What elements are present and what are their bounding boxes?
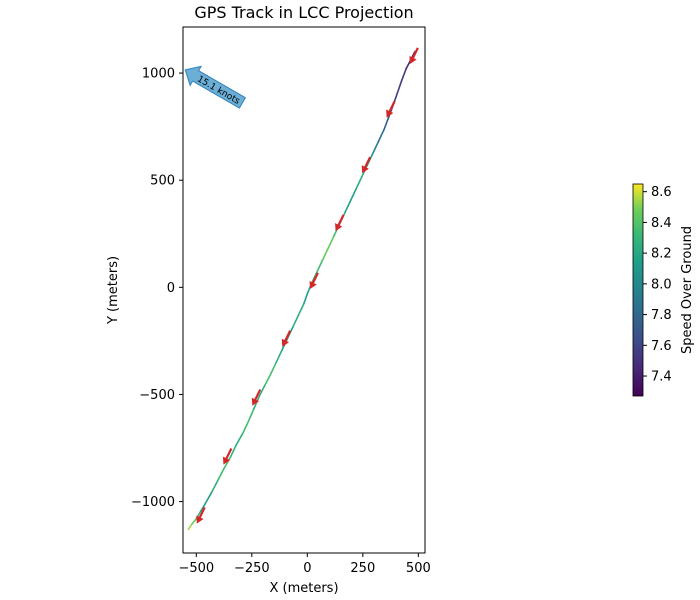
colorbar-label: Speed Over Ground xyxy=(680,226,695,354)
direction-arrow xyxy=(281,330,292,347)
track-segment xyxy=(247,407,255,423)
track-segment xyxy=(204,491,213,505)
track-segment xyxy=(383,117,390,131)
x-axis-label: X (meters) xyxy=(269,581,338,596)
y-tick-label: 500 xyxy=(150,174,175,189)
direction-arrow xyxy=(196,506,206,524)
track-segment xyxy=(187,523,193,531)
y-tick-label: −500 xyxy=(139,388,175,403)
track-segment xyxy=(229,444,238,458)
track-segment xyxy=(303,292,309,305)
colorbar-tick-label: 7.4 xyxy=(651,370,672,385)
arrow-layer xyxy=(196,47,419,524)
track-segment xyxy=(269,361,278,375)
wind-speed-label: 15.1 knots xyxy=(195,74,241,107)
colorbar-tick-label: 8.0 xyxy=(651,277,672,292)
y-tick-label: 1000 xyxy=(142,67,175,82)
track-segment xyxy=(349,187,357,202)
track-segment xyxy=(242,420,250,434)
y-tick-label: −1000 xyxy=(131,495,175,510)
colorbar-ticks: 7.4 7.6 7.8 8.0 8.2 8.4 8.6 xyxy=(643,185,672,385)
direction-arrow xyxy=(361,156,372,174)
track-segment xyxy=(372,140,380,155)
track-segment xyxy=(275,349,283,364)
track-segment xyxy=(264,373,272,386)
track-segment xyxy=(400,67,407,82)
colorbar xyxy=(632,183,644,397)
direction-arrow xyxy=(409,47,419,65)
track-segment xyxy=(327,235,335,249)
direction-arrow xyxy=(386,100,396,118)
wind-annotation: 15.1 knots xyxy=(184,65,247,109)
x-tick-label: −500 xyxy=(178,561,214,576)
track-segment xyxy=(292,314,300,328)
track-segment xyxy=(316,258,324,273)
x-axis: −500 −250 0 250 500 xyxy=(178,553,431,576)
x-tick-label: −250 xyxy=(234,561,270,576)
track-segment xyxy=(297,302,305,316)
colorbar-tick-label: 7.8 xyxy=(651,308,672,323)
colorbar-tick-label: 8.4 xyxy=(651,216,672,231)
track-segment xyxy=(396,79,403,95)
plot-frame xyxy=(182,26,426,554)
y-tick-label: 0 xyxy=(167,281,175,296)
track-segment xyxy=(223,455,232,470)
direction-arrow xyxy=(335,214,345,232)
y-axis-label: Y (meters) xyxy=(106,256,121,325)
x-tick-label: 500 xyxy=(406,561,431,576)
track-layer xyxy=(187,50,416,531)
track-segment xyxy=(377,129,385,143)
colorbar-tick-label: 8.2 xyxy=(651,247,672,262)
colorbar-tick-label: 8.6 xyxy=(651,185,672,200)
track-segment xyxy=(235,432,244,446)
track-segment xyxy=(217,467,225,480)
track-segment xyxy=(258,384,266,397)
y-axis: −1000 −500 0 500 1000 xyxy=(131,67,183,510)
x-tick-label: 250 xyxy=(350,561,375,576)
direction-arrow xyxy=(251,389,262,406)
track-segment xyxy=(211,478,220,493)
track-segment xyxy=(355,176,363,190)
track-segment xyxy=(322,246,330,261)
track-segment xyxy=(199,502,207,513)
x-tick-label: 0 xyxy=(303,561,311,576)
wind-arrow xyxy=(184,65,247,109)
chart-title: GPS Track in LCC Projection xyxy=(194,3,413,22)
colorbar-tick-label: 7.6 xyxy=(651,339,672,354)
direction-arrow xyxy=(309,272,319,289)
track-segment xyxy=(344,199,352,214)
direction-arrow xyxy=(222,448,233,465)
track-segment xyxy=(191,517,198,525)
